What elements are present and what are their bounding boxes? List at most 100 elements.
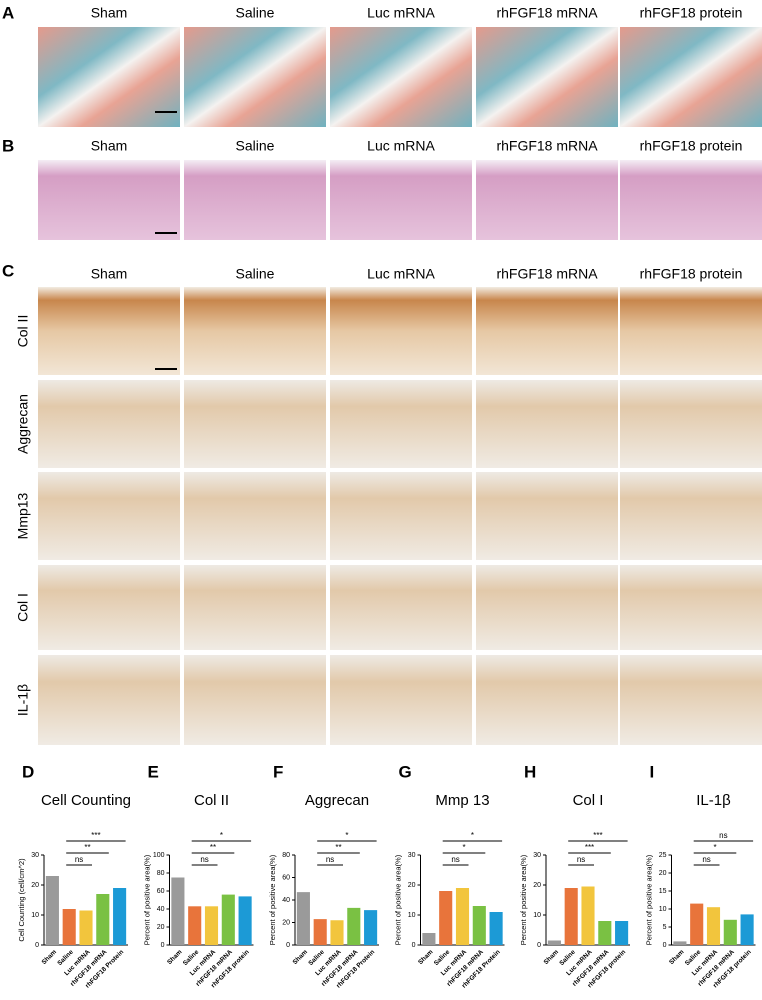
bar — [45, 876, 59, 945]
micrograph — [184, 380, 326, 468]
micrograph — [38, 287, 180, 375]
y-tick-label: 60 — [282, 874, 290, 881]
bar — [581, 886, 595, 945]
x-tick-label: Sham — [543, 949, 561, 967]
significance-label: ns — [200, 855, 208, 864]
y-tick-label: 20 — [533, 882, 541, 889]
micrograph — [476, 380, 618, 468]
micrograph — [476, 472, 618, 560]
y-tick-label: 10 — [533, 912, 541, 919]
bar — [564, 888, 578, 945]
column-header: rhFGF18 mRNA — [496, 5, 598, 21]
y-tick-label: 0 — [412, 942, 416, 949]
y-tick-label: 30 — [31, 852, 39, 859]
micrograph — [38, 565, 180, 650]
significance-label: ns — [577, 855, 585, 864]
bar — [188, 906, 202, 945]
micrograph — [184, 655, 326, 745]
chart-title: Cell Counting — [41, 792, 131, 809]
row-label: Col II — [15, 315, 31, 348]
y-tick-label: 0 — [35, 942, 39, 949]
micrograph — [184, 27, 326, 127]
micrograph — [476, 655, 618, 745]
row-label: IL-1β — [15, 684, 31, 716]
micrograph — [620, 27, 762, 127]
significance-label: *** — [91, 831, 100, 840]
micrograph — [620, 472, 762, 560]
column-header: Sham — [91, 138, 128, 154]
bar — [472, 906, 486, 945]
panel-letter: G — [399, 762, 412, 781]
y-axis-label: Percent of positive area(%) — [268, 854, 277, 945]
bar — [706, 907, 721, 945]
significance-label: ns — [702, 855, 710, 864]
micrograph — [330, 655, 472, 745]
significance-label: * — [462, 843, 465, 852]
micrograph — [38, 655, 180, 745]
column-header: Sham — [91, 266, 128, 282]
bar — [364, 910, 378, 945]
y-tick-label: 20 — [157, 924, 165, 931]
micrograph — [330, 472, 472, 560]
chart-title: Mmp 13 — [435, 792, 489, 809]
micrograph — [184, 472, 326, 560]
y-tick-label: 0 — [286, 942, 290, 949]
x-tick-label: Sham — [166, 949, 184, 967]
micrograph — [38, 380, 180, 468]
column-header: Luc mRNA — [367, 5, 435, 21]
bar — [439, 891, 453, 945]
bar — [113, 888, 127, 945]
micrograph — [330, 287, 472, 375]
column-header: rhFGF18 protein — [640, 138, 743, 154]
micrograph — [620, 380, 762, 468]
bar — [79, 910, 93, 945]
bar — [422, 933, 436, 945]
y-tick-label: 20 — [31, 882, 39, 889]
column-header: Saline — [236, 5, 275, 21]
y-tick-label: 0 — [161, 942, 165, 949]
column-header: Luc mRNA — [367, 266, 435, 282]
panel-letter: D — [22, 762, 34, 781]
y-tick-label: 10 — [31, 912, 39, 919]
bar — [313, 919, 327, 945]
significance-label: ** — [84, 843, 90, 852]
micrograph — [184, 565, 326, 650]
panel-letter: I — [650, 762, 655, 781]
bar — [330, 920, 344, 945]
column-header: rhFGF18 mRNA — [496, 138, 598, 154]
y-axis-label: Percent of positive area(%) — [644, 854, 653, 945]
bar — [690, 903, 704, 945]
micrograph — [620, 160, 762, 240]
y-axis-label: Percent of positive area(%) — [142, 854, 151, 945]
significance-label: ns — [326, 855, 334, 864]
micrograph — [476, 565, 618, 650]
y-tick-label: 20 — [659, 870, 667, 877]
y-tick-label: 20 — [408, 882, 416, 889]
chart-title: Aggrecan — [305, 792, 369, 809]
y-tick-label: 0 — [537, 942, 541, 949]
bar — [673, 941, 687, 945]
micrograph — [330, 160, 472, 240]
micrograph — [38, 472, 180, 560]
panel-letter: B — [2, 136, 14, 155]
micrograph — [38, 160, 180, 240]
y-tick-label: 20 — [282, 919, 290, 926]
bar — [547, 940, 561, 945]
bar — [598, 921, 612, 945]
bar — [296, 892, 310, 945]
micrograph — [476, 160, 618, 240]
micrograph — [330, 27, 472, 127]
bar — [347, 907, 361, 945]
y-tick-label: 60 — [157, 888, 165, 895]
y-tick-label: 100 — [153, 852, 165, 859]
significance-label: ** — [335, 843, 341, 852]
y-tick-label: 30 — [408, 852, 416, 859]
bar — [740, 914, 754, 945]
y-tick-label: 80 — [157, 870, 165, 877]
micrograph — [620, 655, 762, 745]
bar — [221, 894, 235, 945]
x-tick-label: Sham — [668, 949, 686, 967]
micrograph — [184, 287, 326, 375]
panel-letter: H — [524, 762, 536, 781]
